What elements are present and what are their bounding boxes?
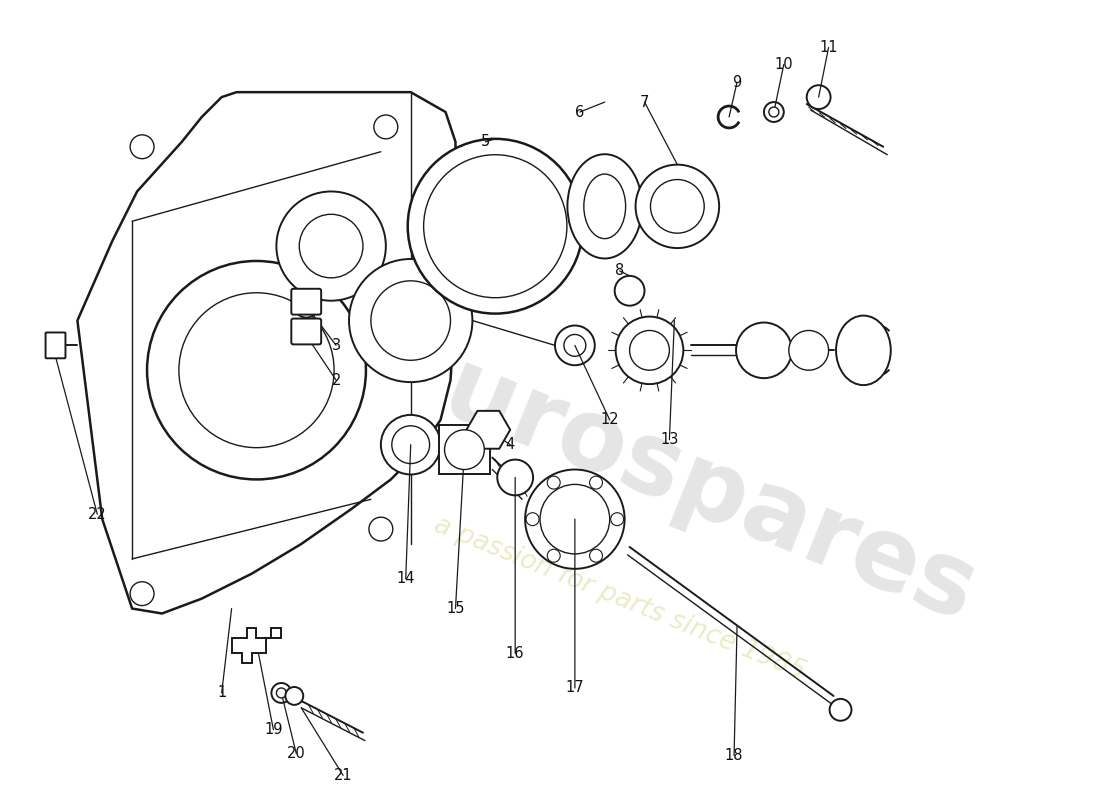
Text: eurospares: eurospares [368, 316, 991, 643]
Circle shape [736, 322, 792, 378]
Text: 5: 5 [481, 134, 490, 150]
Circle shape [179, 293, 334, 448]
Circle shape [444, 430, 484, 470]
Circle shape [548, 476, 560, 489]
Ellipse shape [836, 315, 891, 385]
Text: a passion for parts since 1985: a passion for parts since 1985 [430, 512, 810, 686]
Circle shape [272, 683, 292, 703]
Text: 21: 21 [333, 768, 352, 783]
Polygon shape [439, 425, 491, 474]
Text: 1: 1 [217, 686, 227, 701]
Circle shape [616, 317, 683, 384]
Circle shape [540, 485, 609, 554]
Text: 20: 20 [287, 746, 306, 761]
Circle shape [629, 330, 670, 370]
Text: 16: 16 [506, 646, 525, 661]
Circle shape [556, 326, 595, 366]
Text: 4: 4 [506, 437, 515, 452]
Text: 2: 2 [331, 373, 341, 388]
Text: 18: 18 [725, 748, 744, 763]
Polygon shape [77, 92, 455, 614]
Circle shape [806, 86, 830, 109]
Circle shape [285, 687, 304, 705]
Text: 9: 9 [733, 74, 741, 90]
Circle shape [548, 550, 560, 562]
Text: 3: 3 [331, 338, 341, 353]
Ellipse shape [568, 154, 642, 258]
Text: 17: 17 [565, 681, 584, 695]
Ellipse shape [584, 174, 626, 238]
Circle shape [650, 179, 704, 233]
FancyBboxPatch shape [45, 333, 66, 358]
Circle shape [381, 415, 441, 474]
Circle shape [526, 513, 539, 526]
Text: 14: 14 [396, 571, 415, 586]
Circle shape [349, 259, 472, 382]
Text: 10: 10 [774, 57, 793, 72]
Circle shape [147, 261, 366, 479]
Circle shape [615, 276, 645, 306]
Text: 7: 7 [640, 94, 649, 110]
Circle shape [497, 459, 534, 495]
Circle shape [763, 102, 784, 122]
Text: 15: 15 [447, 601, 464, 616]
Text: 6: 6 [575, 105, 584, 119]
Text: 13: 13 [660, 432, 679, 447]
Circle shape [392, 426, 430, 463]
Circle shape [299, 214, 363, 278]
Circle shape [636, 165, 719, 248]
Text: 11: 11 [820, 40, 838, 55]
Circle shape [408, 139, 583, 314]
Circle shape [525, 470, 625, 569]
Circle shape [590, 550, 603, 562]
Text: 8: 8 [615, 263, 625, 278]
Circle shape [829, 699, 851, 721]
Circle shape [371, 281, 451, 360]
FancyBboxPatch shape [292, 289, 321, 314]
Circle shape [295, 294, 318, 318]
Circle shape [564, 334, 586, 356]
Circle shape [610, 513, 624, 526]
Text: 19: 19 [264, 722, 283, 737]
Circle shape [769, 107, 779, 117]
Circle shape [590, 476, 603, 489]
Polygon shape [232, 629, 282, 663]
Circle shape [368, 517, 393, 541]
Circle shape [374, 115, 398, 139]
FancyBboxPatch shape [292, 318, 321, 344]
Circle shape [424, 154, 566, 298]
Text: 22: 22 [88, 506, 107, 522]
Text: 12: 12 [601, 412, 619, 427]
Circle shape [130, 582, 154, 606]
Circle shape [130, 135, 154, 158]
Circle shape [276, 688, 286, 698]
Circle shape [276, 191, 386, 301]
Circle shape [789, 330, 828, 370]
